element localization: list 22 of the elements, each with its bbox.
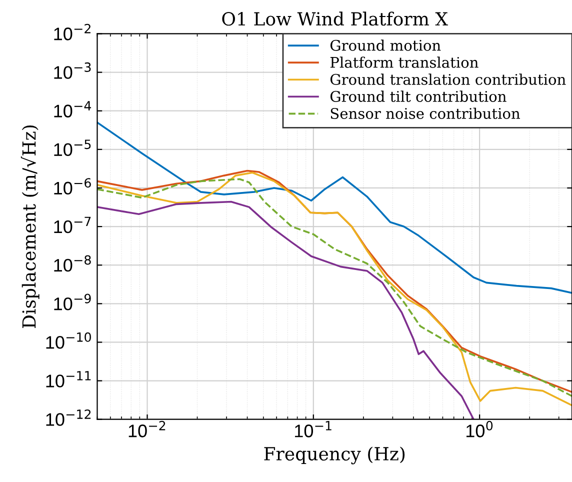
- y-tick-label: 10$^{−4}$: [54, 101, 92, 118]
- y-tick-label: 10$^{−10}$: [46, 332, 91, 349]
- y-tick-label: 10$^{−11}$: [46, 371, 91, 388]
- x-tick-label: 10$^{0}$: [466, 420, 493, 438]
- legend-label: Ground translation contribution: [330, 74, 566, 85]
- y-tick-label: 10$^{−7}$: [54, 216, 91, 234]
- y-tick-label: 10$^{−6}$: [54, 178, 91, 195]
- x-tick-label: 10$^{−2}$: [128, 420, 166, 438]
- chart-title: O1 Low Wind Platform X: [222, 12, 448, 26]
- x-axis-title: Frequency (Hz): [264, 446, 405, 464]
- y-axis-title: Displacement (m/√Hz): [20, 126, 40, 328]
- legend-label: Platform translation: [330, 56, 478, 68]
- y-tick-label: 10$^{−3}$: [54, 62, 91, 79]
- x-tick-label: 10$^{−1}$: [295, 421, 332, 438]
- legend-label: Ground motion: [330, 40, 441, 51]
- y-tick-label: 10$^{−12}$: [46, 409, 91, 426]
- y-tick-label: 10$^{−8}$: [54, 255, 91, 272]
- y-tick-label: 10$^{−5}$: [54, 140, 91, 156]
- y-tick-label: 10$^{−9}$: [54, 294, 91, 310]
- legend-label: Sensor noise contribution: [330, 108, 520, 119]
- legend-label: Ground tilt contribution: [330, 90, 506, 102]
- y-tick-label: 10$^{−2}$: [54, 24, 90, 40]
